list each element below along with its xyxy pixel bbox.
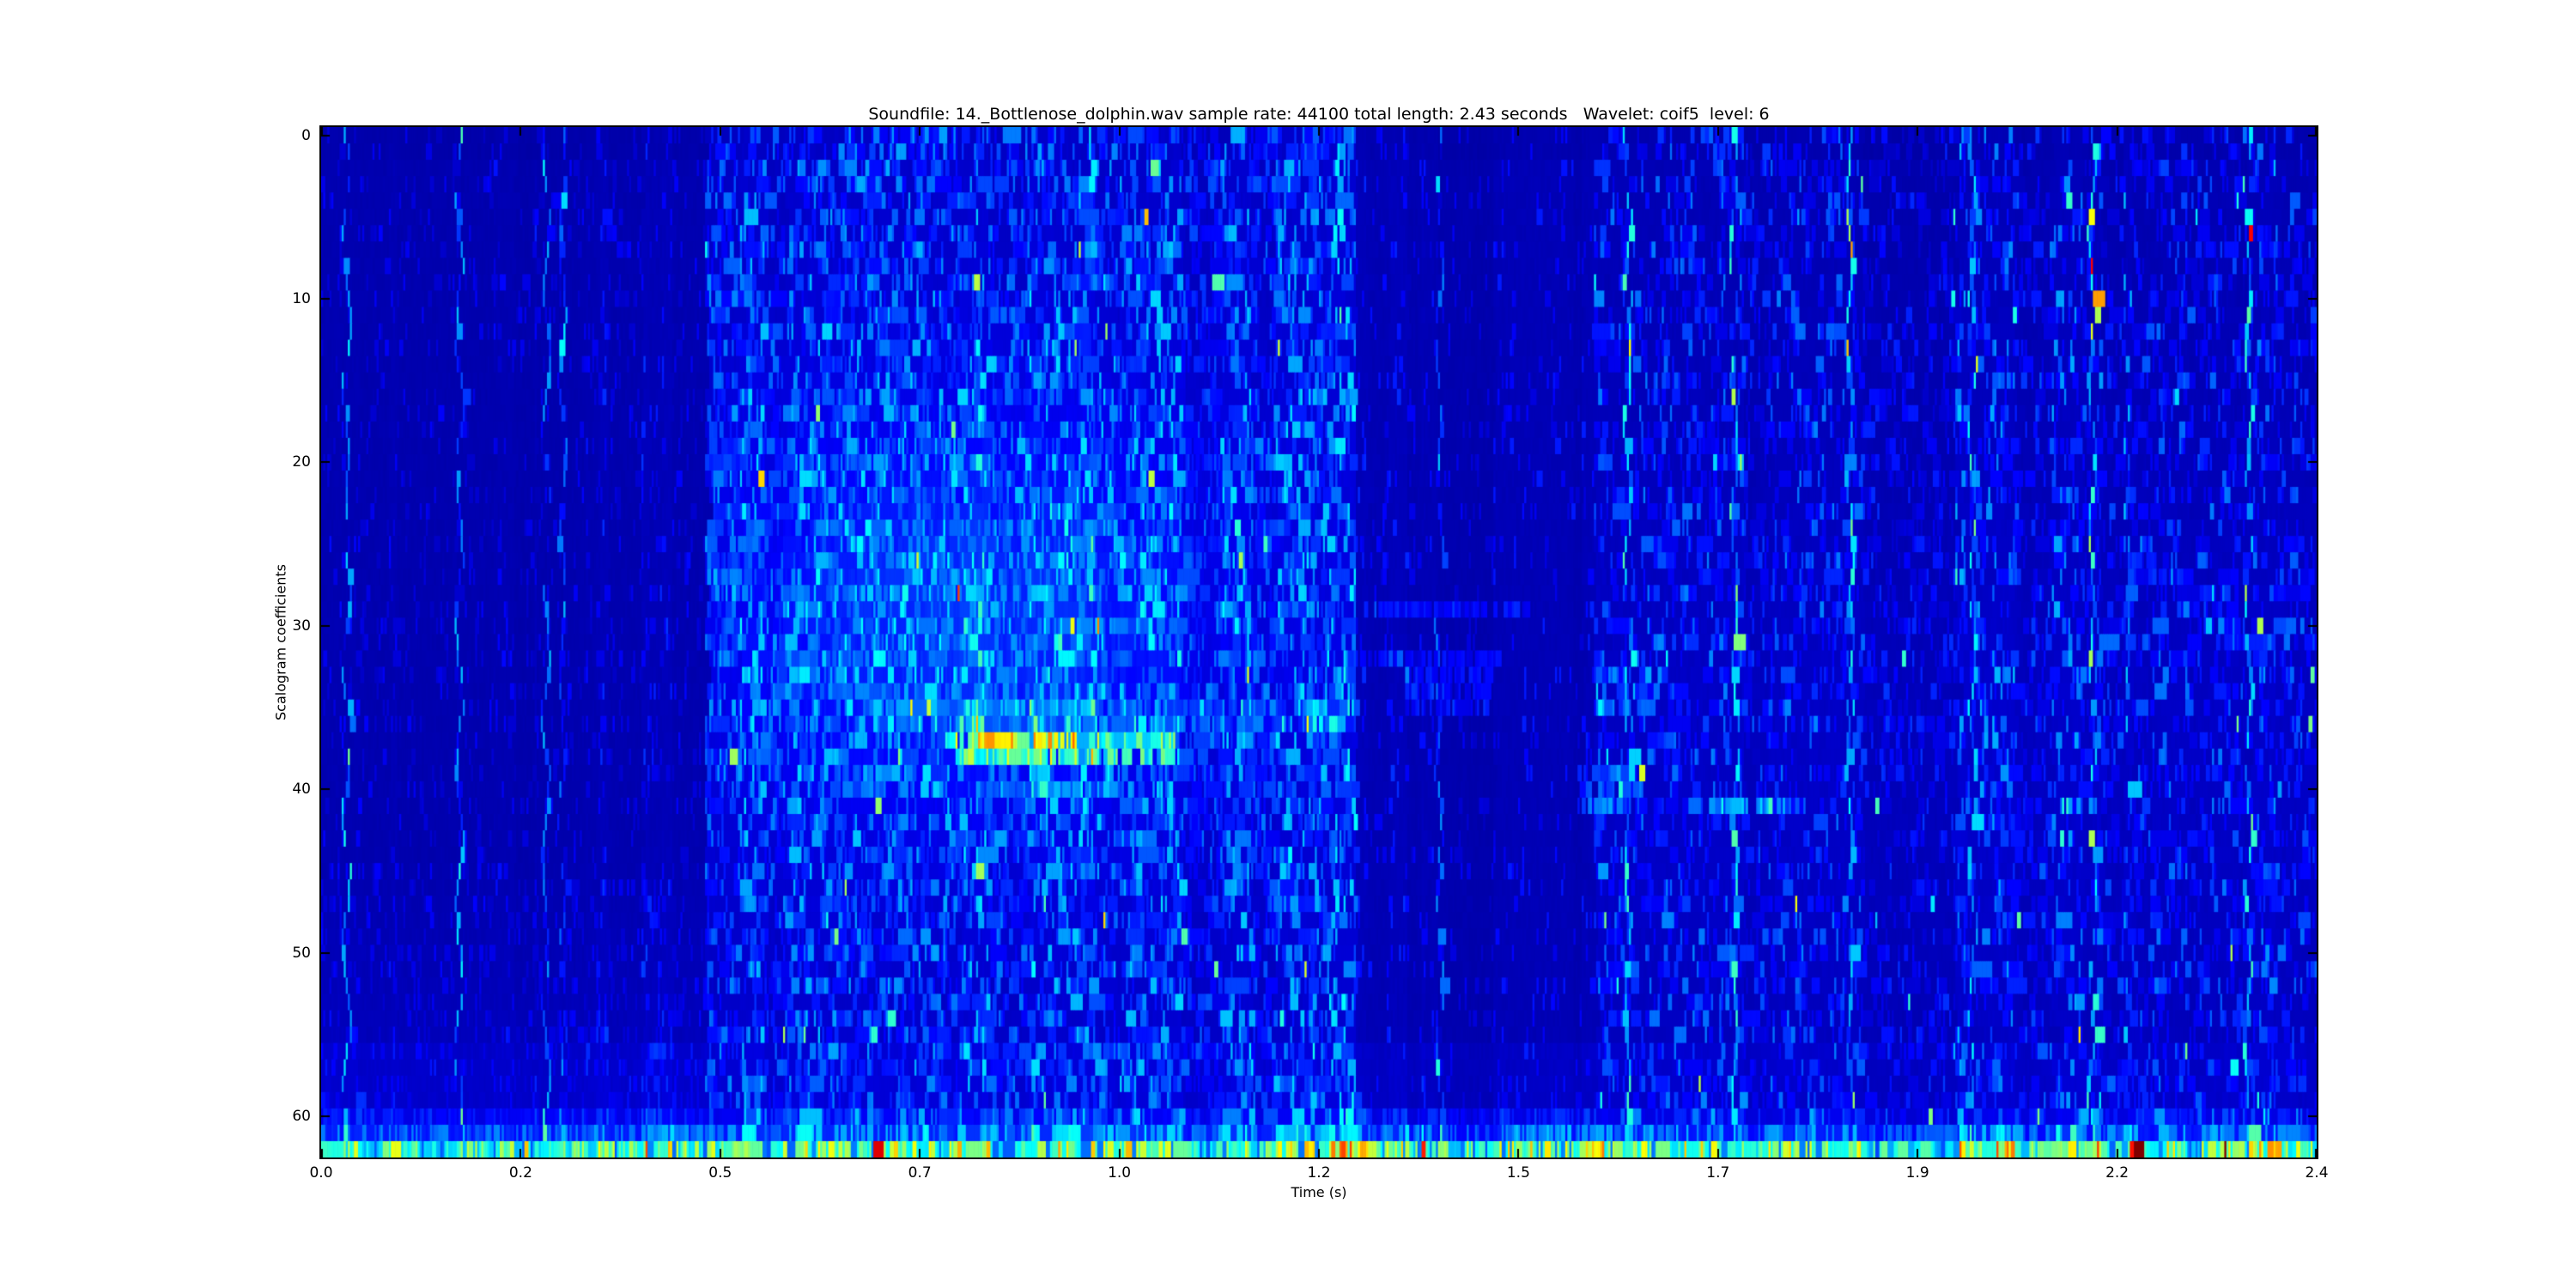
y-tick-label: 10 bbox=[292, 290, 311, 307]
x-tick-label: 0.0 bbox=[309, 1164, 333, 1182]
y-axis-label: Scalogram coefficients bbox=[272, 564, 289, 720]
y-tick-label: 0 bbox=[301, 126, 311, 144]
x-tick-label: 0.5 bbox=[708, 1164, 732, 1182]
y-tick-label: 60 bbox=[292, 1108, 311, 1126]
x-tick-label: 1.2 bbox=[1307, 1164, 1331, 1182]
y-tick-label: 50 bbox=[292, 944, 311, 962]
x-tick-label: 1.7 bbox=[1706, 1164, 1730, 1182]
y-tick-label: 40 bbox=[292, 781, 311, 799]
x-tick-label: 1.0 bbox=[1108, 1164, 1132, 1182]
plot-title: Soundfile: 14._Bottlenose_dolphin.wav sa… bbox=[868, 105, 1770, 124]
scalogram-heatmap bbox=[321, 127, 2317, 1157]
x-tick-label: 2.2 bbox=[2105, 1164, 2129, 1182]
x-tick-label: 1.5 bbox=[1506, 1164, 1530, 1182]
x-axis-label: Time (s) bbox=[1291, 1184, 1347, 1200]
plot-area bbox=[319, 125, 2318, 1159]
y-tick-label: 20 bbox=[292, 453, 311, 471]
x-tick-label: 0.7 bbox=[908, 1164, 932, 1182]
x-tick-label: 0.2 bbox=[508, 1164, 532, 1182]
y-tick-label: 30 bbox=[292, 617, 311, 635]
x-tick-label: 1.9 bbox=[1905, 1164, 1929, 1182]
x-tick-label: 2.4 bbox=[2305, 1164, 2329, 1182]
